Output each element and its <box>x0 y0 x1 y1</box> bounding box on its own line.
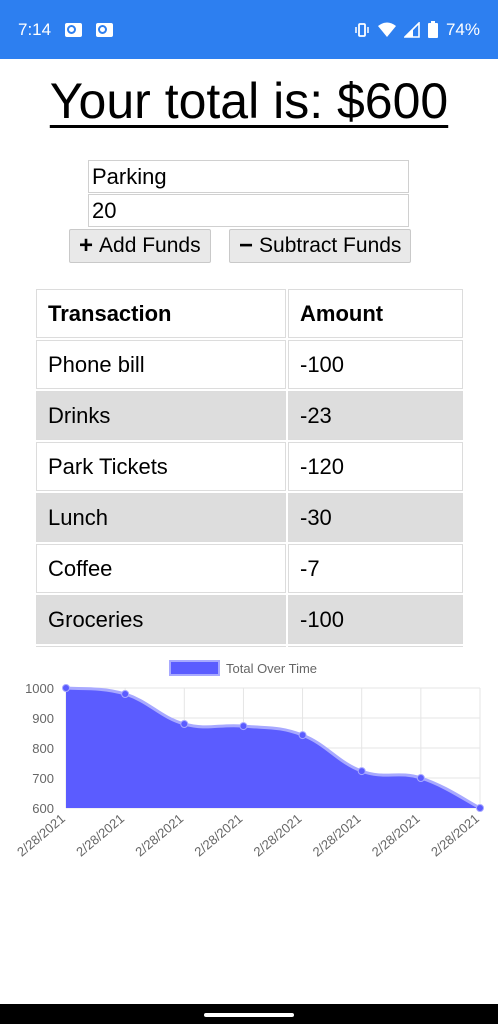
amount-cell <box>288 646 463 647</box>
x-tick-label: 2/28/2021 <box>132 811 186 860</box>
legend-label: Total Over Time <box>226 661 317 676</box>
x-tick-label: 2/28/2021 <box>310 811 364 860</box>
transaction-cell: Lunch <box>36 493 286 542</box>
transaction-cell: Park Tickets <box>36 442 286 491</box>
y-tick-label: 700 <box>32 771 54 786</box>
data-point <box>476 804 484 812</box>
y-tick-label: 600 <box>32 801 54 816</box>
battery-percent: 74% <box>445 19 480 39</box>
x-tick-label: 2/28/2021 <box>14 811 68 860</box>
legend-swatch <box>169 660 220 676</box>
amount-cell: -100 <box>288 340 463 389</box>
table-row: Phone bill -100 <box>36 340 463 389</box>
column-header-transaction: Transaction <box>36 289 286 338</box>
total-heading: Your total is: $600 <box>49 73 449 129</box>
table-row: Coffee -7 <box>36 544 463 593</box>
plus-icon: + <box>79 232 94 259</box>
data-point <box>180 720 189 728</box>
data-point <box>121 690 130 698</box>
x-tick-label: 2/28/2021 <box>428 811 482 860</box>
data-point <box>239 722 248 731</box>
transaction-amount-input[interactable]: 20 <box>88 194 409 227</box>
amount-cell: -100 <box>288 595 463 644</box>
transactions-table: Transaction Amount Phone bill -100 Drink… <box>36 289 463 647</box>
amount-cell: -7 <box>288 544 463 593</box>
minus-icon: − <box>239 232 254 259</box>
subtract-funds-label: Subtract Funds <box>259 234 402 257</box>
column-header-amount: Amount <box>288 289 463 338</box>
amount-cell: -23 <box>288 391 463 440</box>
transaction-cell: Phone bill <box>36 340 286 389</box>
outlook-notification-icon <box>96 22 114 37</box>
transaction-cell: Groceries <box>36 595 286 644</box>
table-row: Lunch -30 <box>36 493 463 542</box>
amount-cell: -30 <box>288 493 463 542</box>
table-header-row: Transaction Amount <box>36 289 463 338</box>
status-time: 7:14 <box>18 19 52 39</box>
signal-icon <box>403 21 420 38</box>
table-row: Drinks -23 <box>36 391 463 440</box>
transaction-cell: Drinks <box>36 391 286 440</box>
transaction-cell <box>36 646 286 647</box>
status-bar: 7:14 74% <box>0 0 498 59</box>
transaction-cell: Coffee <box>36 544 286 593</box>
transaction-name-input[interactable]: Parking <box>88 160 409 193</box>
outlook-notification-icon <box>65 22 83 37</box>
area-fill <box>66 688 480 808</box>
add-funds-label: Add Funds <box>99 234 201 257</box>
x-tick-label: 2/28/2021 <box>251 811 305 860</box>
amount-cell: -120 <box>288 442 463 491</box>
data-point <box>62 684 70 692</box>
table-row: Groceries -100 <box>36 595 463 644</box>
vibrate-icon <box>355 22 369 37</box>
x-tick-label: 2/28/2021 <box>191 811 245 860</box>
table-row <box>36 646 463 647</box>
battery-icon <box>427 21 438 38</box>
y-tick-label: 900 <box>32 711 54 726</box>
subtract-funds-button[interactable]: − Subtract Funds <box>229 229 412 263</box>
table-row: Park Tickets -120 <box>36 442 463 491</box>
home-gesture-handle[interactable] <box>204 1013 294 1017</box>
wifi-icon <box>377 22 396 37</box>
add-funds-button[interactable]: + Add Funds <box>69 229 211 263</box>
data-point <box>416 774 425 782</box>
x-tick-label: 2/28/2021 <box>369 811 423 860</box>
x-tick-label: 2/28/2021 <box>73 811 127 860</box>
y-tick-label: 800 <box>32 741 54 756</box>
data-point <box>298 731 307 740</box>
data-point <box>357 767 366 776</box>
y-tick-label: 1000 <box>25 681 54 696</box>
